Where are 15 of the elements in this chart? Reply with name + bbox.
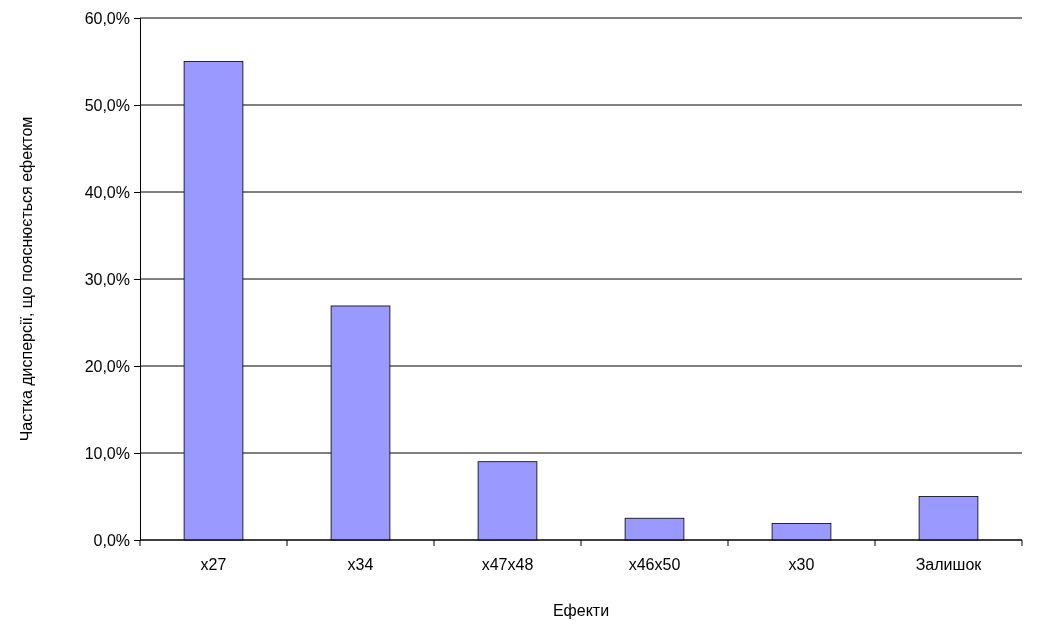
y-tick-label: 60,0%: [84, 9, 130, 27]
y-tick-label: 0,0%: [93, 531, 130, 549]
x-axis-title: Ефекти: [552, 602, 610, 619]
y-tick-label: 50,0%: [84, 96, 130, 114]
y-tick-label: 30,0%: [84, 270, 130, 288]
y-tick-label: 40,0%: [84, 183, 130, 201]
y-axis-title: Частка дисперсії, що пояснюється ефектом: [18, 116, 35, 442]
y-tick-label: 10,0%: [84, 444, 130, 462]
x-tick-label: x46x50: [628, 556, 681, 573]
x-tick-label: x47x48: [481, 556, 534, 573]
x-tick-label: x27: [200, 556, 227, 573]
y-tick-label: 20,0%: [84, 357, 130, 375]
x-tick-label: Залишок: [915, 556, 983, 573]
x-tick-label: x30: [788, 556, 815, 573]
x-tick-label: x34: [347, 556, 374, 573]
